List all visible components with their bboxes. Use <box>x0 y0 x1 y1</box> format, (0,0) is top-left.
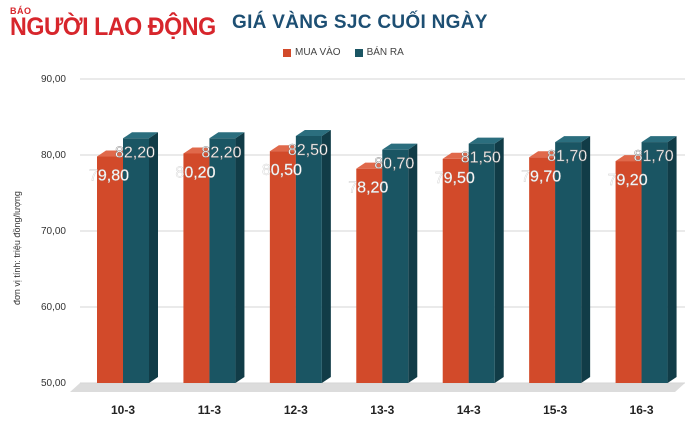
x-tick-label: 11-3 <box>198 403 222 417</box>
bar-buy <box>183 153 210 383</box>
x-tick-label: 15-3 <box>543 403 567 417</box>
bar-sell-side <box>408 143 418 383</box>
logo-name: NGƯỜI LAO ĐỘNG <box>10 13 216 41</box>
data-label-sell: 81,50 <box>461 150 501 167</box>
data-label-buy: 78,20 <box>348 180 388 197</box>
bar-sell-side <box>581 136 591 383</box>
bar-sell-side <box>321 130 331 383</box>
data-label-sell: 81,70 <box>634 148 674 165</box>
bar-buy <box>269 151 296 383</box>
bar-sell <box>641 142 668 383</box>
legend-label-buy: MUA VÀO <box>295 47 341 58</box>
chart-floor <box>70 383 685 392</box>
bar-sell-top <box>468 137 504 144</box>
legend-swatch-buy <box>283 48 291 57</box>
x-tick-label: 14-3 <box>457 403 481 417</box>
y-tick-label: 60,00 <box>41 302 66 313</box>
y-tick-label: 50,00 <box>41 378 66 389</box>
chart-legend: MUA VÀO BÁN RA <box>283 47 418 58</box>
bar-sell-side <box>149 132 158 383</box>
bar-sell-top <box>295 130 331 136</box>
bar-buy <box>442 158 469 383</box>
logo-small-text: BÁO <box>10 6 32 16</box>
data-label-buy: 80,50 <box>262 162 302 179</box>
x-tick-label: 13-3 <box>370 403 394 417</box>
bar-sell <box>555 142 582 383</box>
bar-sell <box>209 138 236 383</box>
bar-sell <box>468 143 495 383</box>
x-tick-label: 16-3 <box>630 403 654 417</box>
data-label-sell: 82,20 <box>115 144 155 161</box>
data-label-sell: 82,50 <box>288 142 328 159</box>
bar-sell <box>123 138 149 383</box>
bar-sell-side <box>667 136 677 383</box>
data-label-sell: 82,20 <box>201 144 241 161</box>
x-tick-label: 12-3 <box>284 403 308 417</box>
legend-label-sell: BÁN RA <box>366 47 404 58</box>
bar-sell-top <box>641 136 677 143</box>
data-label-buy: 79,50 <box>435 170 475 187</box>
bar-sell <box>295 136 322 383</box>
y-tick-label: 90,00 <box>41 74 66 85</box>
bar-buy <box>615 161 642 383</box>
data-label-buy: 79,80 <box>89 168 129 185</box>
bar-sell-side <box>494 137 504 383</box>
bar-sell-top <box>209 132 245 139</box>
bar-buy <box>529 157 556 383</box>
data-label-buy: 79,70 <box>521 168 561 185</box>
legend-item-sell: BÁN RA <box>354 47 404 58</box>
data-label-sell: 81,70 <box>547 148 587 165</box>
bar-buy <box>356 168 383 383</box>
bar-sell-top <box>123 132 158 139</box>
bar-sell <box>382 149 409 383</box>
bar-sell-top <box>555 136 591 143</box>
data-label-buy: 79,20 <box>608 172 648 189</box>
bar-sell-top <box>382 143 418 150</box>
data-label-sell: 80,70 <box>374 156 414 173</box>
bar-buy <box>97 156 123 383</box>
y-tick-label: 80,00 <box>41 150 66 161</box>
x-tick-label: 10-3 <box>111 403 135 417</box>
legend-item-buy: MUA VÀO <box>283 47 341 58</box>
legend-swatch-sell <box>354 48 363 57</box>
y-tick-label: 70,00 <box>41 226 66 237</box>
chart-title: GIÁ VÀNG SJC CUỐI NGÀY <box>232 12 488 33</box>
brand-logo: BÁO NGƯỜI LAO ĐỘNG <box>10 6 216 42</box>
data-label-buy: 80,20 <box>175 164 215 181</box>
bar-sell-side <box>235 132 245 383</box>
